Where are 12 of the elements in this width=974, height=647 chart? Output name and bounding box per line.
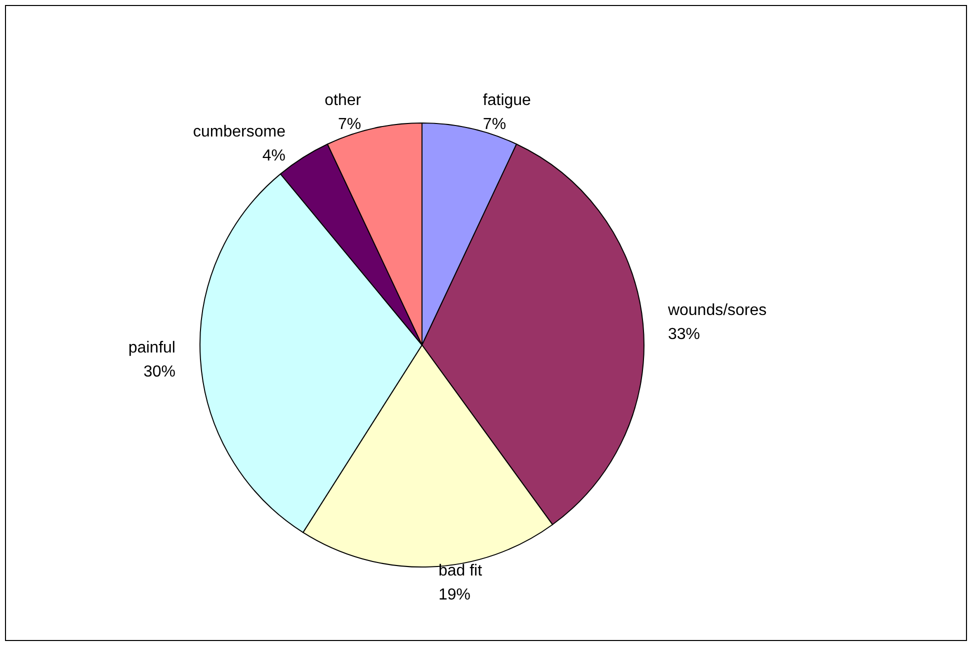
slice-label: wounds/sores xyxy=(666,302,767,320)
slice-label: other xyxy=(324,92,362,110)
data-label: 7% xyxy=(482,116,506,134)
data-label: 19% xyxy=(438,586,471,604)
slice-label: bad fit xyxy=(438,562,483,580)
data-label: 30% xyxy=(143,363,176,380)
data-label: 4% xyxy=(262,148,286,165)
slice-label: painful xyxy=(128,339,176,356)
slice-label: cumbersome xyxy=(192,124,286,141)
slice-label: fatigue xyxy=(482,92,532,110)
data-label: 33% xyxy=(668,326,700,344)
data-label: 7% xyxy=(338,116,362,134)
